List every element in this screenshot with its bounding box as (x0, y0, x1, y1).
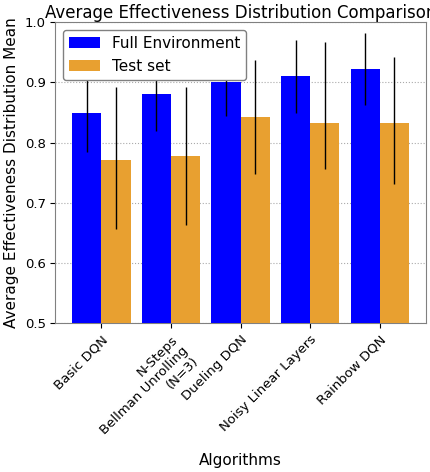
X-axis label: Algorithms: Algorithms (199, 453, 282, 468)
Bar (72, 112, 101, 472)
Title: Average Effectiveness Distribution Comparison: Average Effectiveness Distribution Compa… (45, 4, 430, 22)
Bar (101, 160, 131, 472)
Bar (281, 76, 310, 472)
Bar (350, 69, 380, 472)
Bar (212, 83, 241, 472)
Bar (310, 123, 339, 472)
Legend: Full Environment, Test set: Full Environment, Test set (63, 30, 246, 80)
Bar (241, 117, 270, 472)
Bar (142, 94, 171, 472)
Y-axis label: Average Effectiveness Distribution Mean: Average Effectiveness Distribution Mean (4, 17, 19, 328)
Bar (171, 156, 200, 472)
Bar (380, 123, 409, 472)
